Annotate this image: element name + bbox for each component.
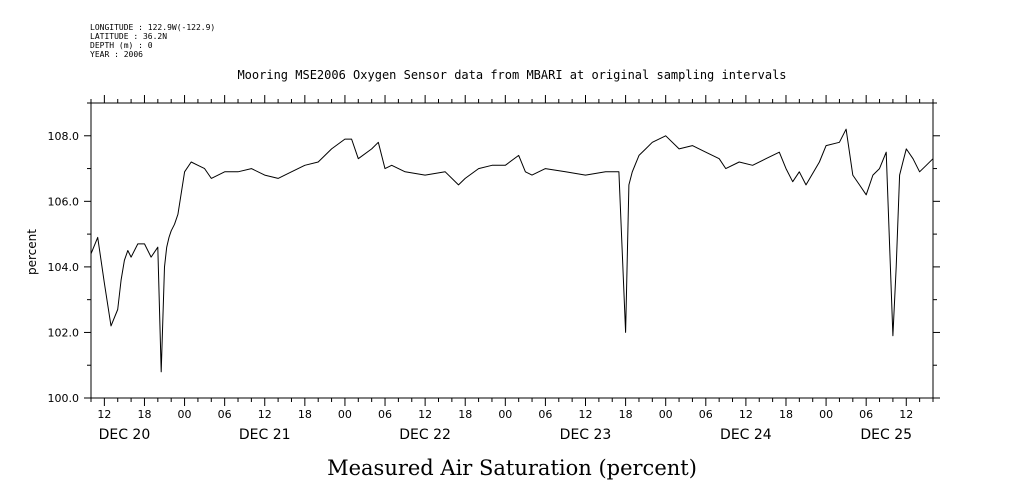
x-tick-label: 06 (218, 408, 232, 421)
day-label: DEC 24 (720, 427, 772, 443)
x-axis-day-labels: DEC 20 DEC 21 DEC 22 DEC 23 DEC 24 DEC 25 (99, 427, 912, 443)
y-tick-label: 102.0 (48, 326, 80, 339)
x-tick-label: 18 (298, 408, 312, 421)
x-tick-label: 18 (619, 408, 633, 421)
y-axis-label: percent (25, 229, 39, 275)
day-label: DEC 25 (860, 427, 912, 443)
x-tick-label: 00 (659, 408, 673, 421)
x-tick-label: 12 (97, 408, 111, 421)
y-tick-label: 108.0 (48, 130, 80, 143)
x-tick-label: 06 (699, 408, 713, 421)
x-tick-label: 00 (498, 408, 512, 421)
x-tick-label: 18 (779, 408, 793, 421)
year-label: YEAR : 2006 (90, 50, 143, 59)
x-tick-label: 12 (258, 408, 272, 421)
x-tick-label: 00 (819, 408, 833, 421)
x-axis-label: Measured Air Saturation (percent) (327, 456, 697, 480)
x-tick-label: 06 (538, 408, 552, 421)
x-tick-label: 00 (338, 408, 352, 421)
x-tick-label: 06 (859, 408, 873, 421)
plot-frame (90, 102, 934, 399)
x-tick-label: 18 (458, 408, 472, 421)
y-axis: 100.0 102.0 104.0 106.0 108.0 (48, 102, 940, 405)
x-tick-label: 12 (739, 408, 753, 421)
day-label: DEC 22 (399, 427, 451, 443)
y-tick-label: 104.0 (48, 261, 80, 274)
longitude-label: LONGITUDE : 122.9W(-122.9) (90, 23, 215, 32)
y-tick-label: 100.0 (48, 392, 80, 405)
day-label: DEC 20 (99, 427, 151, 443)
x-tick-label: 12 (899, 408, 913, 421)
x-tick-label: 00 (178, 408, 192, 421)
x-tick-label: 12 (579, 408, 593, 421)
latitude-label: LATITUDE : 36.2N (90, 32, 167, 41)
chart-title: Mooring MSE2006 Oxygen Sensor data from … (237, 68, 786, 82)
x-tick-label: 18 (137, 408, 151, 421)
x-axis: 12 18 00 06 12 18 00 06 12 18 00 06 12 18 00 06 12 18 00 06… (90, 95, 934, 421)
day-label: DEC 21 (239, 427, 291, 443)
depth-label: DEPTH (m) : 0 (90, 41, 153, 50)
y-tick-label: 106.0 (48, 195, 80, 208)
day-label: DEC 23 (560, 427, 612, 443)
x-tick-label: 12 (418, 408, 432, 421)
x-tick-label: 06 (378, 408, 392, 421)
series-line (90, 128, 934, 373)
